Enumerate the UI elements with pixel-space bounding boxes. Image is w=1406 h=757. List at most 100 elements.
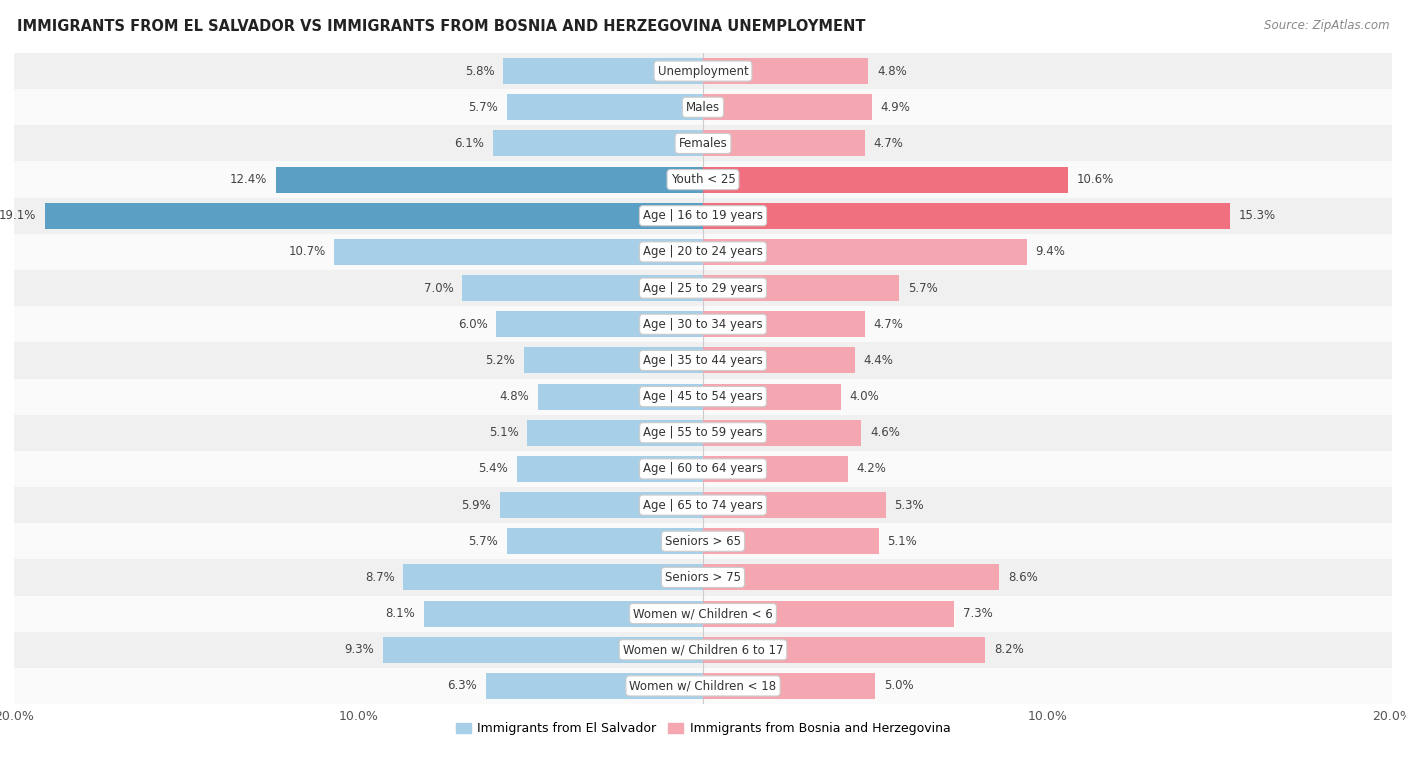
Text: 5.4%: 5.4% <box>478 463 509 475</box>
Bar <box>14 198 1392 234</box>
Text: 4.8%: 4.8% <box>499 390 529 403</box>
Text: IMMIGRANTS FROM EL SALVADOR VS IMMIGRANTS FROM BOSNIA AND HERZEGOVINA UNEMPLOYME: IMMIGRANTS FROM EL SALVADOR VS IMMIGRANT… <box>17 19 865 34</box>
Text: 9.3%: 9.3% <box>344 643 374 656</box>
Bar <box>506 528 703 554</box>
Text: Women w/ Children 6 to 17: Women w/ Children 6 to 17 <box>623 643 783 656</box>
Bar <box>703 239 1026 265</box>
Bar <box>14 234 1392 270</box>
Text: Age | 30 to 34 years: Age | 30 to 34 years <box>643 318 763 331</box>
Bar <box>703 673 875 699</box>
Bar <box>382 637 703 663</box>
Text: Age | 60 to 64 years: Age | 60 to 64 years <box>643 463 763 475</box>
Text: 5.7%: 5.7% <box>908 282 938 294</box>
Bar <box>461 275 703 301</box>
Bar <box>703 565 1000 590</box>
Bar <box>703 275 900 301</box>
Text: 6.3%: 6.3% <box>447 680 478 693</box>
Bar <box>703 384 841 410</box>
Text: 10.7%: 10.7% <box>288 245 326 258</box>
Bar <box>14 523 1392 559</box>
Bar <box>14 161 1392 198</box>
Text: 4.9%: 4.9% <box>880 101 910 114</box>
Text: 4.7%: 4.7% <box>873 318 904 331</box>
Text: Age | 25 to 29 years: Age | 25 to 29 years <box>643 282 763 294</box>
Bar <box>537 384 703 410</box>
Text: 5.2%: 5.2% <box>485 354 515 367</box>
Text: Males: Males <box>686 101 720 114</box>
Text: 19.1%: 19.1% <box>0 209 37 223</box>
Bar <box>14 342 1392 378</box>
Bar <box>14 451 1392 487</box>
Text: 4.0%: 4.0% <box>849 390 879 403</box>
Text: 7.3%: 7.3% <box>963 607 993 620</box>
Text: Age | 55 to 59 years: Age | 55 to 59 years <box>643 426 763 439</box>
Bar <box>703 347 855 373</box>
Text: 5.0%: 5.0% <box>884 680 914 693</box>
Bar <box>496 311 703 338</box>
Bar <box>14 306 1392 342</box>
Bar <box>703 311 865 338</box>
Bar <box>503 58 703 84</box>
Bar <box>45 203 703 229</box>
Bar <box>276 167 703 192</box>
Bar <box>703 58 869 84</box>
Text: 7.0%: 7.0% <box>423 282 453 294</box>
Text: 5.1%: 5.1% <box>489 426 519 439</box>
Bar <box>703 637 986 663</box>
Text: 8.2%: 8.2% <box>994 643 1024 656</box>
Bar <box>486 673 703 699</box>
Text: Age | 20 to 24 years: Age | 20 to 24 years <box>643 245 763 258</box>
Bar <box>524 347 703 373</box>
Bar <box>14 668 1392 704</box>
Bar <box>703 600 955 627</box>
Bar <box>14 487 1392 523</box>
Text: 4.6%: 4.6% <box>870 426 900 439</box>
Text: 12.4%: 12.4% <box>229 173 267 186</box>
Bar <box>14 53 1392 89</box>
Bar <box>14 126 1392 161</box>
Text: 5.8%: 5.8% <box>465 64 495 77</box>
Text: 4.4%: 4.4% <box>863 354 893 367</box>
Bar <box>14 559 1392 596</box>
Bar <box>517 456 703 482</box>
Text: 4.8%: 4.8% <box>877 64 907 77</box>
Text: 6.1%: 6.1% <box>454 137 484 150</box>
Text: Source: ZipAtlas.com: Source: ZipAtlas.com <box>1264 19 1389 32</box>
Bar <box>14 270 1392 306</box>
Bar <box>404 565 703 590</box>
Bar <box>703 456 848 482</box>
Text: Age | 45 to 54 years: Age | 45 to 54 years <box>643 390 763 403</box>
Text: 5.3%: 5.3% <box>894 499 924 512</box>
Bar <box>703 528 879 554</box>
Text: 10.6%: 10.6% <box>1077 173 1114 186</box>
Text: 5.7%: 5.7% <box>468 534 498 548</box>
Text: 8.6%: 8.6% <box>1008 571 1038 584</box>
Bar <box>499 492 703 518</box>
Bar <box>506 94 703 120</box>
Bar <box>703 167 1069 192</box>
Text: 9.4%: 9.4% <box>1035 245 1066 258</box>
Text: Seniors > 65: Seniors > 65 <box>665 534 741 548</box>
Bar <box>335 239 703 265</box>
Text: Women w/ Children < 6: Women w/ Children < 6 <box>633 607 773 620</box>
Bar <box>14 89 1392 126</box>
Bar <box>527 419 703 446</box>
Text: Age | 16 to 19 years: Age | 16 to 19 years <box>643 209 763 223</box>
Bar <box>14 631 1392 668</box>
Text: 4.7%: 4.7% <box>873 137 904 150</box>
Bar <box>14 596 1392 631</box>
Bar <box>494 130 703 157</box>
Bar <box>703 130 865 157</box>
Text: Age | 65 to 74 years: Age | 65 to 74 years <box>643 499 763 512</box>
Text: 15.3%: 15.3% <box>1239 209 1275 223</box>
Text: 4.2%: 4.2% <box>856 463 886 475</box>
Text: 5.9%: 5.9% <box>461 499 491 512</box>
Bar <box>14 378 1392 415</box>
Text: 8.7%: 8.7% <box>366 571 395 584</box>
Text: 5.7%: 5.7% <box>468 101 498 114</box>
Text: Females: Females <box>679 137 727 150</box>
Bar <box>703 419 862 446</box>
Text: Unemployment: Unemployment <box>658 64 748 77</box>
Text: 6.0%: 6.0% <box>458 318 488 331</box>
Bar <box>703 203 1230 229</box>
